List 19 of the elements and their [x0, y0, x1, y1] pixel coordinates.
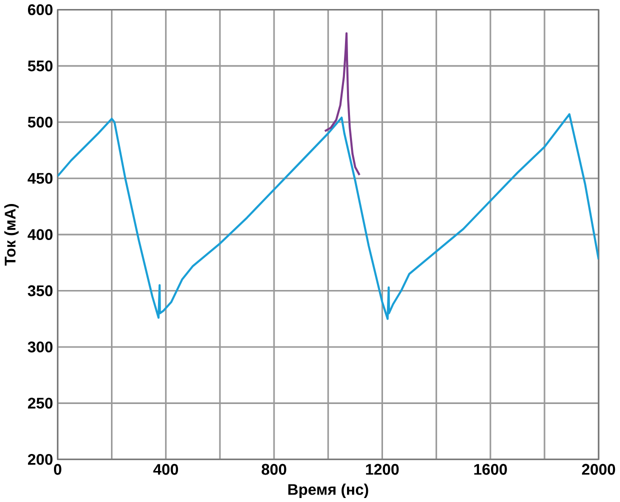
y-tick-label: 200 — [28, 454, 52, 465]
y-tick-label: 350 — [28, 285, 52, 296]
x-tick-label: 0 — [54, 464, 62, 475]
x-tick-label: 800 — [262, 464, 286, 475]
y-tick-label: 250 — [28, 398, 52, 409]
y-tick-label: 500 — [28, 116, 52, 128]
y-tick-label: 550 — [28, 60, 52, 72]
line-series — [58, 113, 599, 320]
x-axis-title: Время (нс) — [288, 484, 368, 498]
line-series — [324, 32, 361, 176]
y-tick-label: 400 — [28, 228, 52, 240]
y-tick-label: 450 — [28, 172, 52, 184]
x-tick-label: 1200 — [366, 464, 399, 475]
y-tick-label: 600 — [28, 4, 52, 16]
x-tick-label: 400 — [153, 464, 178, 475]
x-tick-label: 2000 — [582, 464, 616, 475]
y-tick-label: 300 — [28, 341, 52, 352]
x-tick-label: 1600 — [474, 464, 507, 475]
y-axis-title: Ток (мА) — [4, 204, 19, 266]
